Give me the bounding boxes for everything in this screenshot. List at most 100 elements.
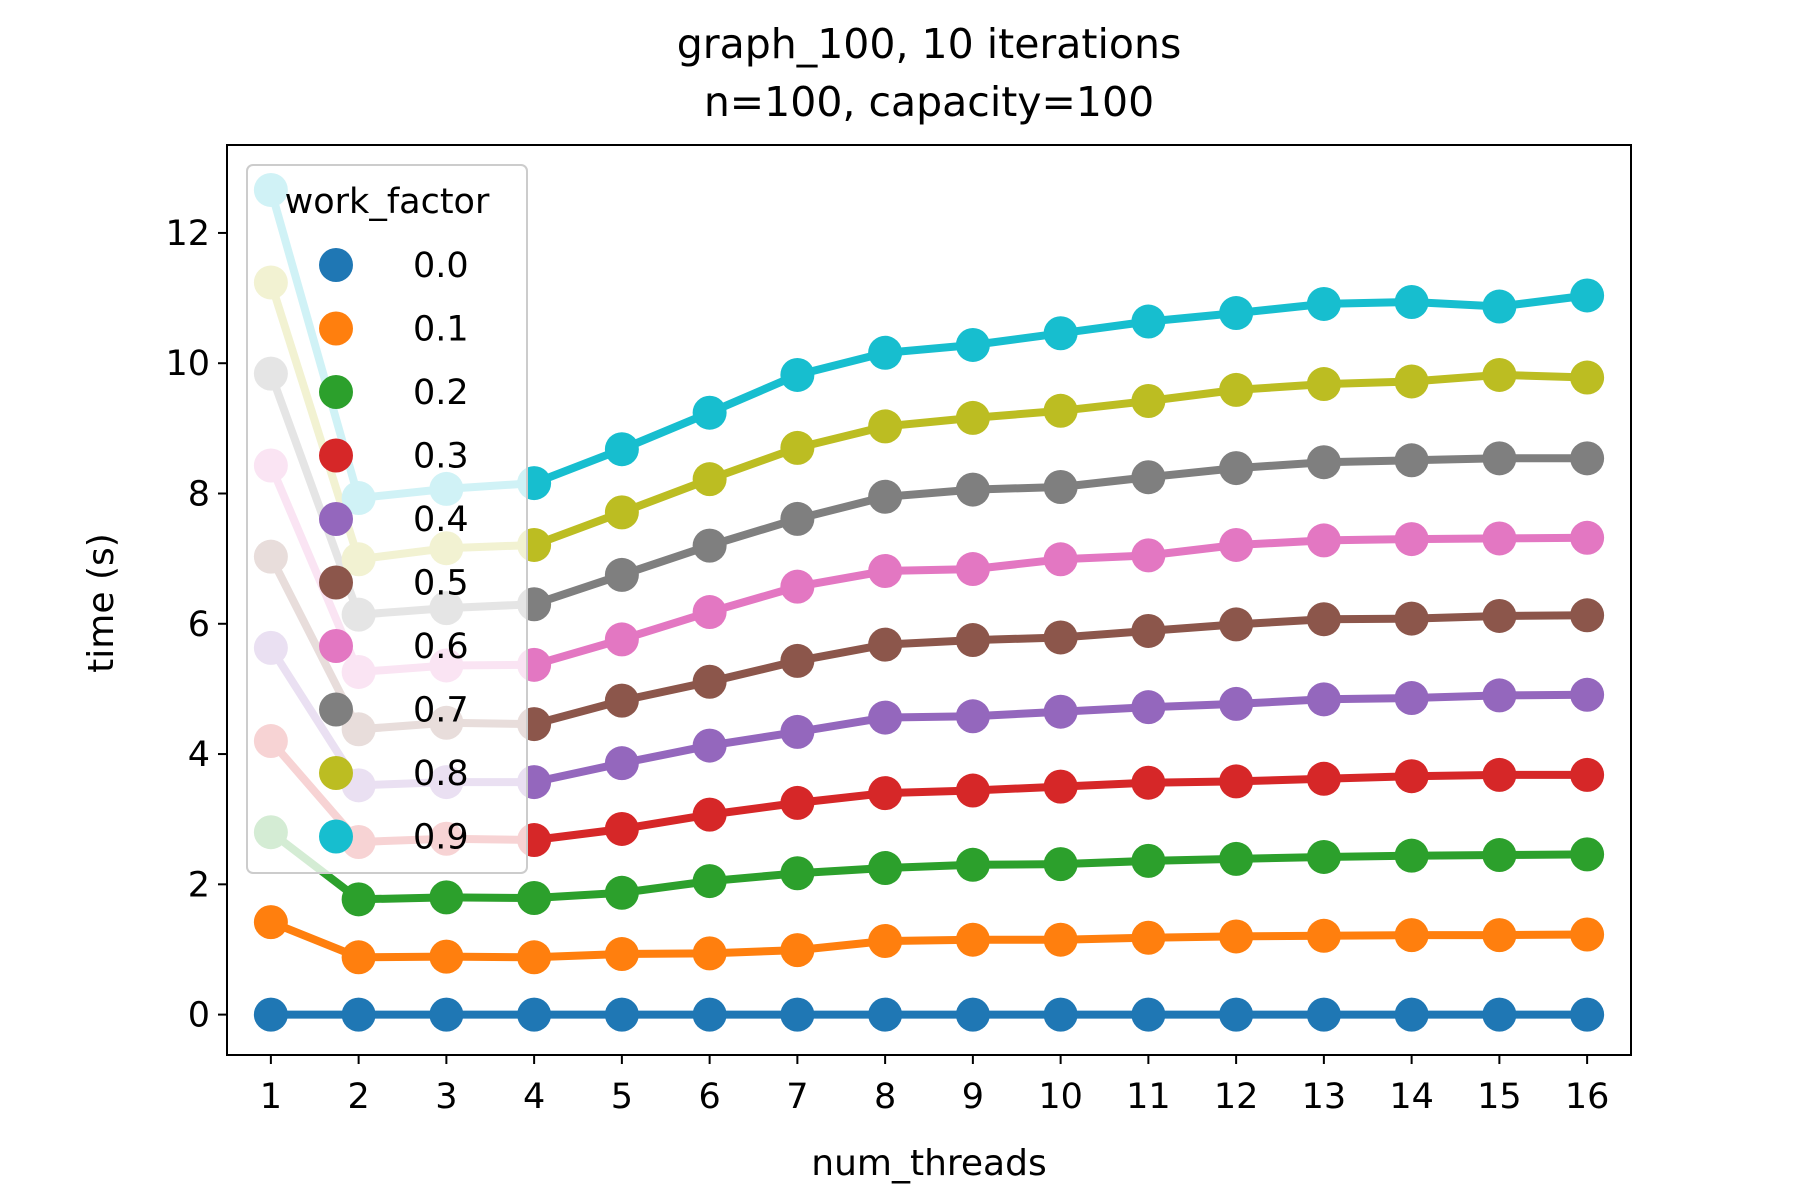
data-point [1306,286,1341,321]
data-point [1570,997,1605,1032]
data-point [1394,364,1429,399]
data-point [341,940,376,975]
data-point [1394,681,1429,716]
legend-item: 0.1 [319,310,469,350]
x-tick-label: 8 [874,1077,896,1117]
data-point [955,400,990,435]
data-point [780,643,815,678]
data-point [1394,997,1429,1032]
data-point [692,528,727,563]
data-point [692,997,727,1032]
data-point [955,773,990,808]
data-point [868,335,903,370]
x-tick-label: 13 [1302,1077,1347,1117]
x-tick-label: 7 [786,1077,808,1117]
x-axis-label: num_threads [811,1143,1046,1184]
data-point [1570,917,1605,952]
data-point [253,905,288,940]
data-point [1219,764,1254,799]
data-point [955,699,990,734]
data-point [1043,620,1078,655]
data-point [868,997,903,1032]
legend-marker [319,438,353,473]
data-point [1482,598,1517,633]
data-point [517,997,552,1032]
data-point [1043,922,1078,957]
data-point [1306,997,1341,1032]
data-point [780,785,815,820]
data-point [780,501,815,536]
series-0.1 [253,905,1605,975]
data-point [1043,694,1078,729]
data-point [1482,918,1517,953]
y-tick-label: 6 [188,605,210,645]
data-point [1043,469,1078,504]
x-tick-label: 6 [698,1077,720,1117]
data-point [692,797,727,832]
legend-label: 0.0 [413,246,469,286]
y-tick-label: 0 [188,996,210,1036]
y-axis-label: time (s) [81,533,122,673]
data-point [1043,997,1078,1032]
data-point [692,936,727,971]
data-point [868,924,903,959]
data-point [955,997,990,1032]
data-point [1482,289,1517,324]
x-tick-label: 4 [523,1077,545,1117]
data-point [955,847,990,882]
legend-marker [319,502,353,536]
data-point [1131,690,1166,725]
series-line [266,918,1592,962]
data-point [1394,284,1429,319]
x-tick-label: 12 [1214,1077,1259,1117]
data-point [1131,765,1166,800]
x-tick-label: 1 [260,1077,282,1117]
legend-marker [319,692,353,727]
data-point [604,683,639,718]
data-point [253,997,288,1032]
data-point [1131,843,1166,878]
data-point [868,776,903,811]
data-point [604,875,639,910]
data-point [692,395,727,430]
x-tick-label: 15 [1477,1077,1522,1117]
data-point [1043,847,1078,882]
x-tick-label: 14 [1389,1077,1434,1117]
chart-subtitle: n=100, capacity=100 [704,78,1154,126]
data-point [692,462,727,497]
data-point [1219,919,1254,954]
plot-frame [226,144,1632,1056]
data-point [604,432,639,467]
x-tick-label: 2 [347,1077,369,1117]
data-point [955,623,990,658]
legend-label: 0.5 [413,564,469,604]
data-point [429,997,464,1032]
data-point [1394,918,1429,953]
data-point [692,728,727,763]
legend-label: 0.2 [413,373,469,413]
data-point [604,937,639,972]
data-point [780,714,815,749]
x-axis: 1 2 3 4 5 6 7 8 9 10 11 12 13 14 15 16 [260,1055,1609,1117]
data-point [1394,838,1429,873]
data-point [955,922,990,957]
data-point [780,997,815,1032]
data-point [1131,538,1166,573]
data-point [692,864,727,899]
legend-item: 0.3 [319,437,469,477]
data-point [1219,686,1254,721]
legend-marker [319,311,353,346]
data-point [1131,304,1166,339]
legend-marker [319,756,353,790]
data-point [1131,383,1166,418]
data-point [1482,838,1517,873]
data-point [1043,393,1078,428]
legend: work_factor 0.0 0.1 0.2 0.3 0.4 0.5 0.6 0.7 0.8 0.… [246,164,528,874]
data-point [517,940,552,975]
data-point [1219,527,1254,562]
data-point [955,472,990,507]
data-point [692,664,727,699]
data-point [780,933,815,968]
data-point [1131,613,1166,648]
legend-label: 0.1 [413,310,469,350]
